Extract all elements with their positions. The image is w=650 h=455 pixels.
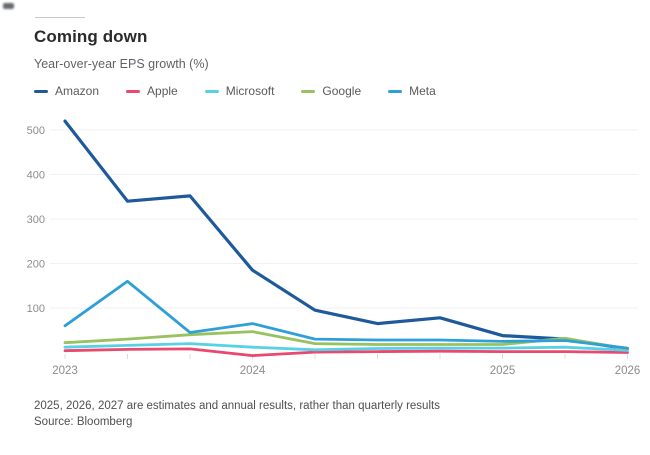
google-line-swatch-icon — [301, 89, 316, 93]
legend-item-apple: Apple — [126, 84, 178, 98]
legend-label-apple: Apple — [147, 84, 178, 98]
legend-item-google: Google — [301, 84, 361, 98]
footnote-line-1: 2025, 2026, 2027 are estimates and annua… — [34, 400, 440, 412]
series-line-apple — [63, 347, 629, 358]
meta-line-swatch-icon — [388, 89, 403, 93]
apple-line-swatch-icon — [126, 89, 141, 93]
footnote-line-2: Source: Bloomberg — [34, 416, 133, 428]
y-axis-tick-label: 300 — [27, 214, 45, 226]
chart-title: Coming down — [34, 27, 148, 46]
legend-item-meta: Meta — [388, 84, 436, 98]
legend-label-amazon: Amazon — [55, 84, 100, 98]
y-axis-tick-label: 400 — [27, 170, 45, 182]
x-axis-tick-label: 2024 — [240, 365, 266, 377]
amazon-line-swatch-icon — [34, 89, 48, 93]
legend-item-amazon: Amazon — [34, 84, 99, 98]
y-axis-tick-label: 500 — [27, 125, 45, 137]
legend-label-microsoft: Microsoft — [225, 84, 275, 98]
series-line-microsoft — [63, 342, 629, 352]
x-axis-tick-label: 2026 — [615, 365, 641, 377]
legend-label-meta: Meta — [409, 84, 436, 98]
y-axis-tick-label: 100 — [27, 303, 45, 315]
microsoft-line-swatch-icon — [204, 89, 219, 93]
legend-item-microsoft: Microsoft — [204, 84, 275, 98]
title-rule — [35, 17, 85, 18]
legend-label-google: Google — [322, 84, 362, 98]
chart-footnote: 2025, 2026, 2027 are estimates and annua… — [34, 398, 440, 430]
series-line-amazon — [63, 119, 630, 351]
chart-legend: Amazon Apple Microsoft Google Meta — [34, 84, 436, 98]
cropped-corner-artifact — [3, 3, 14, 9]
chart-subtitle: Year-over-year EPS growth (%) — [34, 57, 209, 71]
x-axis-tick-label: 2025 — [490, 365, 516, 377]
y-axis-tick-label: 200 — [27, 259, 45, 271]
x-axis-tick-label: 2023 — [52, 365, 78, 377]
series-line-meta — [63, 279, 629, 350]
